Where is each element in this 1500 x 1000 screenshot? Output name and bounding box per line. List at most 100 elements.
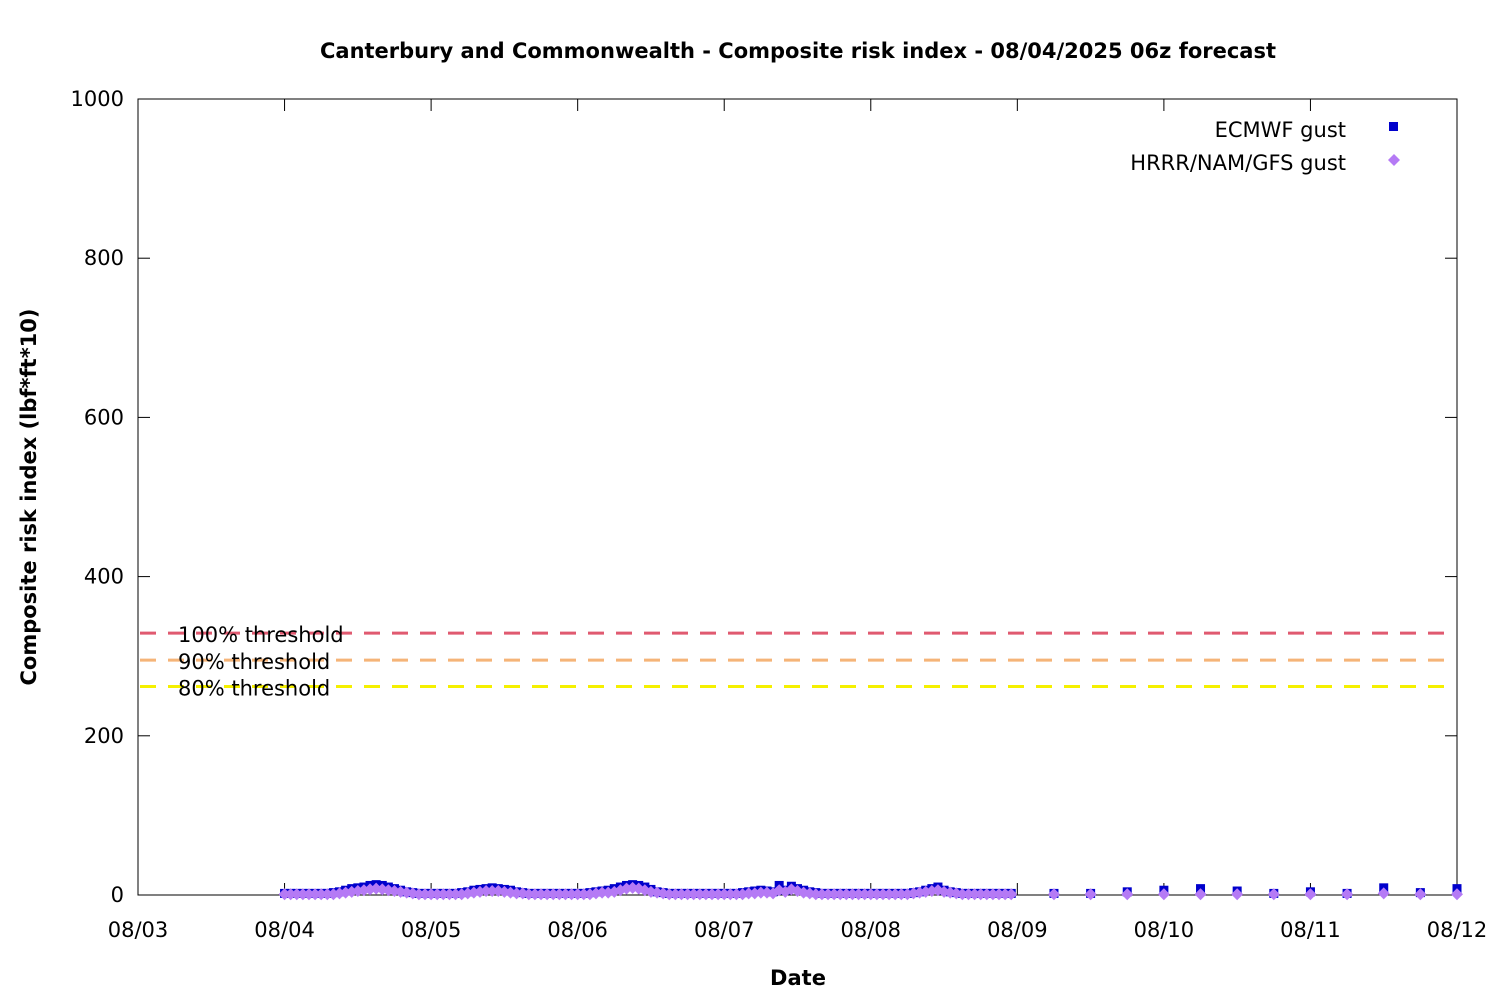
hrrr-point (669, 888, 682, 901)
hrrr-point (577, 888, 590, 901)
hrrr-point (858, 888, 871, 901)
hrrr-point (754, 886, 767, 899)
hrrr-point (309, 888, 322, 901)
hrrr-point (681, 888, 694, 901)
hrrr-point (1341, 888, 1354, 901)
hrrr-point (870, 888, 883, 901)
hrrr-point (895, 888, 908, 901)
hrrr-point (986, 888, 999, 901)
x-axis-label: Date (770, 966, 826, 990)
x-tick-label: 08/06 (547, 918, 608, 942)
hrrr-point (834, 888, 847, 901)
x-tick-label: 08/04 (254, 918, 315, 942)
hrrr-point (968, 888, 981, 901)
hrrr-point (596, 886, 609, 899)
hrrr-point (480, 885, 493, 898)
hrrr-point (571, 888, 584, 901)
y-tick-label: 400 (84, 565, 124, 589)
hrrr-point (449, 888, 462, 901)
hrrr-point (980, 888, 993, 901)
hrrr-point (1414, 888, 1427, 901)
hrrr-point (999, 888, 1012, 901)
hrrr-point (889, 888, 902, 901)
hrrr-point (1047, 888, 1060, 901)
legend: ECMWF gust HRRR/NAM/GFS gust (1130, 118, 1400, 175)
hrrr-point (486, 885, 499, 898)
hrrr-point (956, 888, 969, 901)
hrrr-point (974, 888, 987, 901)
chart-title: Canterbury and Commonwealth - Composite … (320, 39, 1276, 63)
legend-label-hrrr: HRRR/NAM/GFS gust (1130, 151, 1346, 175)
hrrr-point (1121, 888, 1134, 901)
x-tick-label: 08/09 (987, 918, 1048, 942)
hrrr-point (687, 888, 700, 901)
x-tick-label: 08/11 (1280, 918, 1341, 942)
hrrr-point (1231, 888, 1244, 901)
y-tick-label: 800 (84, 246, 124, 270)
x-tick-label: 08/08 (841, 918, 902, 942)
hrrr-point (522, 888, 535, 901)
threshold-label: 80% threshold (178, 676, 330, 700)
hrrr-point (718, 888, 731, 901)
x-tick-label: 08/05 (401, 918, 462, 942)
y-axis-label: Composite risk index (lbf*ft*10) (17, 308, 41, 685)
legend-marker-hrrr (1388, 154, 1400, 166)
hrrr-point (559, 888, 572, 901)
legend-label-ecmwf: ECMWF gust (1215, 118, 1346, 142)
x-tick-label: 08/07 (694, 918, 755, 942)
hrrr-point (840, 888, 853, 901)
hrrr-point (547, 888, 560, 901)
hrrr-point (565, 888, 578, 901)
hrrr-point (663, 888, 676, 901)
hrrr-point (412, 888, 425, 901)
hrrr-point (315, 888, 328, 901)
hrrr-point (419, 888, 432, 901)
y-tick-label: 0 (111, 883, 124, 907)
hrrr-point (1157, 888, 1170, 901)
hrrr-point (699, 888, 712, 901)
hrrr-point (712, 888, 725, 901)
legend-marker-ecmwf (1389, 122, 1398, 131)
hrrr-point (1267, 888, 1280, 901)
hrrr-point (290, 888, 303, 901)
hrrr-point (296, 888, 309, 901)
hrrr-point (553, 888, 566, 901)
hrrr-point (431, 888, 444, 901)
hrrr-point (321, 888, 334, 901)
hrrr-point (443, 888, 456, 901)
hrrr-point (510, 887, 523, 900)
y-tick-label: 200 (84, 724, 124, 748)
plot-frame (137, 98, 1458, 896)
hrrr-point (1194, 888, 1207, 901)
hrrr-point (724, 888, 737, 901)
hrrr-point (809, 888, 822, 901)
hrrr-point (278, 888, 291, 901)
hrrr-point (815, 888, 828, 901)
hrrr-point (883, 888, 896, 901)
hrrr-point (528, 888, 541, 901)
threshold-label: 90% threshold (178, 650, 330, 674)
hrrr-point (846, 888, 859, 901)
hrrr-point (876, 888, 889, 901)
hrrr-point (1451, 888, 1463, 901)
hrrr-point (284, 888, 297, 901)
hrrr-point (993, 888, 1006, 901)
y-tick-label: 1000 (71, 87, 124, 111)
hrrr-point (828, 888, 841, 901)
hrrr-point (822, 888, 835, 901)
hrrr-point (864, 888, 877, 901)
y-axis-ticks: 0 200 400 600 800 1000 (71, 87, 1457, 907)
x-tick-label: 08/12 (1427, 918, 1488, 942)
hrrr-point (730, 888, 743, 901)
hrrr-point (962, 888, 975, 901)
hrrr-point (693, 888, 706, 901)
hrrr-point (675, 888, 688, 901)
data-series (278, 880, 1463, 901)
y-tick-label: 600 (84, 405, 124, 429)
threshold-label: 100% threshold (178, 623, 344, 647)
hrrr-point (1084, 888, 1097, 901)
hrrr-point (852, 888, 865, 901)
hrrr-point (1304, 888, 1317, 901)
